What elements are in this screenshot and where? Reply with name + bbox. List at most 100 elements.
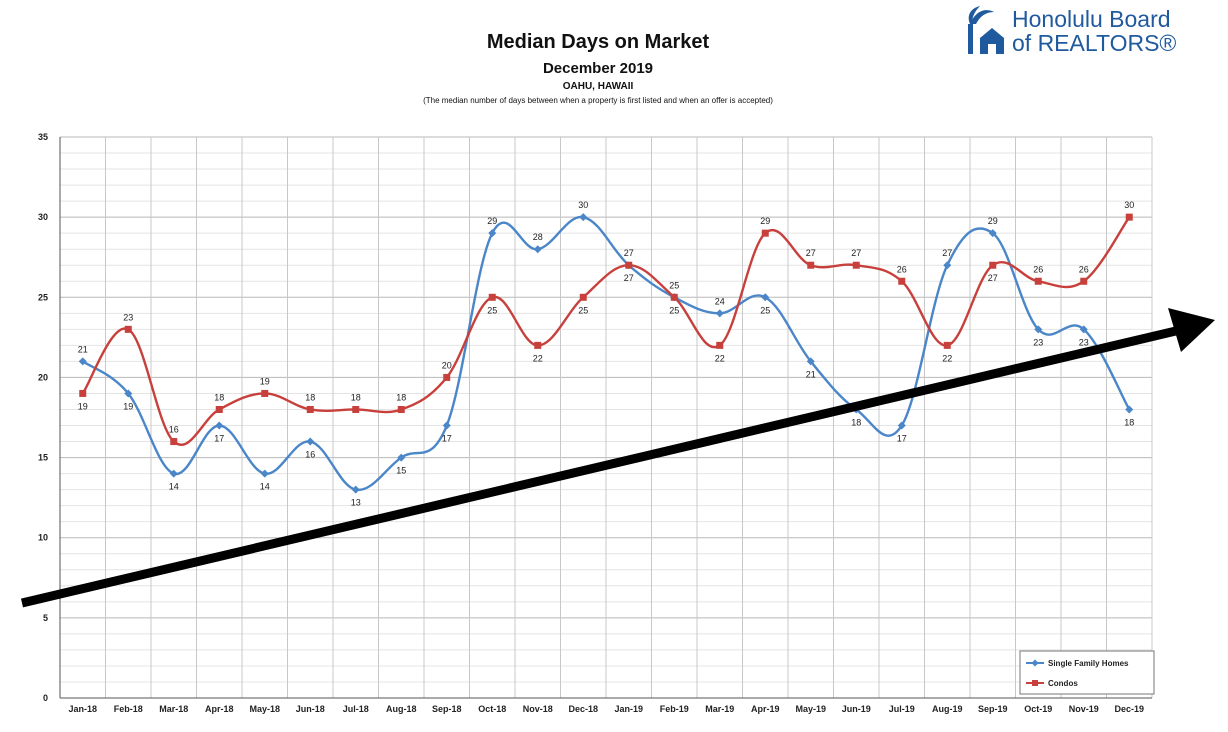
x-tick-label: Dec-19 [1114, 704, 1144, 714]
data-label: 17 [214, 434, 224, 444]
data-label: 29 [760, 216, 770, 226]
x-tick-label: Jan-19 [614, 704, 643, 714]
data-label: 17 [897, 434, 907, 444]
data-point-condos [306, 405, 314, 413]
y-tick-label: 15 [38, 453, 48, 463]
data-label: 29 [988, 216, 998, 226]
y-tick-label: 10 [38, 533, 48, 543]
x-tick-label: Feb-19 [660, 704, 689, 714]
data-label: 27 [988, 273, 998, 283]
data-point-condos [579, 293, 587, 301]
data-point-condos [1034, 277, 1042, 285]
data-point-condos [1125, 213, 1133, 221]
data-point-single-family [533, 245, 542, 254]
legend-label: Single Family Homes [1048, 659, 1129, 668]
data-point-single-family [260, 469, 269, 478]
data-point-single-family [1125, 405, 1134, 414]
data-label: 14 [169, 482, 179, 492]
x-tick-label: Jun-18 [296, 704, 325, 714]
data-point-condos [352, 405, 360, 413]
x-tick-label: Feb-18 [114, 704, 143, 714]
data-label: 19 [260, 376, 270, 386]
data-label: 26 [1033, 264, 1043, 274]
data-label: 18 [351, 392, 361, 402]
chart-note: (The median number of days between when … [423, 96, 773, 105]
data-label: 18 [851, 417, 861, 427]
data-point-condos [761, 229, 769, 237]
data-label: 26 [897, 264, 907, 274]
x-tick-label: May-19 [795, 704, 826, 714]
data-label: 19 [123, 401, 133, 411]
data-label: 23 [1033, 337, 1043, 347]
data-point-single-family [897, 421, 906, 430]
legend-marker [1032, 680, 1038, 686]
x-tick-label: Aug-18 [386, 704, 417, 714]
data-label: 30 [578, 200, 588, 210]
data-point-condos [397, 405, 405, 413]
x-tick-label: Jul-18 [343, 704, 369, 714]
data-point-condos [625, 261, 633, 269]
data-label: 25 [669, 280, 679, 290]
logo-text-line1: Honolulu Board [1012, 6, 1171, 32]
data-label: 18 [214, 392, 224, 402]
x-tick-label: Oct-18 [478, 704, 506, 714]
data-label: 25 [578, 305, 588, 315]
x-tick-label: Apr-19 [751, 704, 780, 714]
legend-marker [1031, 659, 1039, 667]
data-point-single-family [169, 469, 178, 478]
data-label: 28 [533, 232, 543, 242]
x-tick-label: Nov-19 [1069, 704, 1099, 714]
trend-arrow-shaft [20, 325, 1182, 608]
data-label: 18 [396, 392, 406, 402]
y-tick-label: 25 [38, 292, 48, 302]
y-tick-label: 20 [38, 372, 48, 382]
data-point-condos [215, 405, 223, 413]
data-label: 22 [942, 353, 952, 363]
data-point-single-family [124, 389, 133, 398]
data-point-single-family [579, 213, 588, 222]
data-point-condos [124, 325, 132, 333]
data-label: 14 [260, 482, 270, 492]
data-point-single-family [442, 421, 451, 430]
data-label: 25 [487, 305, 497, 315]
y-tick-label: 30 [38, 212, 48, 222]
x-tick-label: Jun-19 [842, 704, 871, 714]
data-point-condos [716, 341, 724, 349]
data-label: 21 [806, 369, 816, 379]
data-point-condos [670, 293, 678, 301]
data-label: 22 [533, 353, 543, 363]
x-tick-label: May-18 [249, 704, 280, 714]
data-point-condos [261, 389, 269, 397]
data-point-single-family [351, 485, 360, 494]
data-label: 25 [669, 305, 679, 315]
data-point-condos [807, 261, 815, 269]
data-point-condos [170, 438, 178, 446]
data-label: 29 [487, 216, 497, 226]
data-point-condos [943, 341, 951, 349]
data-point-single-family [988, 229, 997, 238]
chart-location: OAHU, HAWAII [562, 81, 634, 92]
series-line-condos [81, 216, 1131, 446]
x-tick-label: Apr-18 [205, 704, 234, 714]
trend-arrow-head-icon [1168, 308, 1215, 352]
x-tick-label: Mar-19 [705, 704, 734, 714]
data-point-condos [443, 373, 451, 381]
data-label: 27 [942, 248, 952, 258]
logo-text-line2: of REALTORS® [1012, 30, 1177, 56]
data-label: 27 [806, 248, 816, 258]
x-tick-label: Aug-19 [932, 704, 963, 714]
legend-label: Condos [1048, 679, 1078, 688]
logo-palm-house-icon [968, 6, 1004, 54]
data-label: 18 [1124, 417, 1134, 427]
data-label: 25 [760, 305, 770, 315]
data-label: 22 [715, 353, 725, 363]
y-tick-label: 35 [38, 132, 48, 142]
x-tick-label: Jan-18 [68, 704, 97, 714]
data-point-condos [1080, 277, 1088, 285]
data-label: 27 [624, 273, 634, 283]
x-tick-label: Oct-19 [1024, 704, 1052, 714]
data-label: 24 [715, 296, 725, 306]
data-point-condos [79, 389, 87, 397]
data-point-condos [488, 293, 496, 301]
